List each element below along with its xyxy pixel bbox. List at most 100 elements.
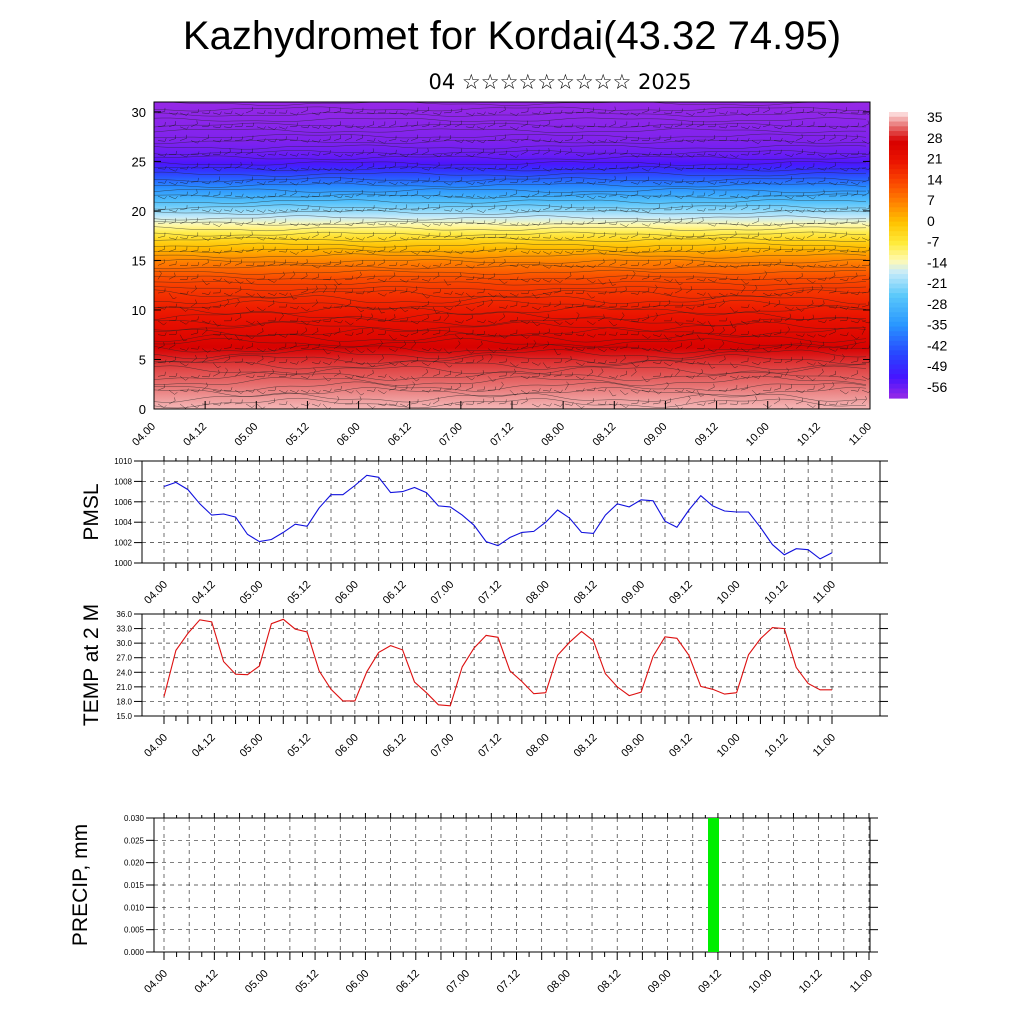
colorbar-label: 0: [927, 213, 935, 229]
colorbar-cell: [889, 140, 908, 146]
y-tick-label: 1006: [114, 498, 132, 507]
x-tick-label: 07.12: [476, 579, 504, 607]
colorbar-label: 28: [927, 130, 943, 146]
colorbar-cell: [889, 193, 908, 199]
y-tick-label: 27.0: [116, 654, 132, 663]
y-tick-label: 0.005: [124, 926, 145, 935]
y-tick-label: 36.0: [116, 610, 132, 619]
colorbar-label: -7: [927, 234, 940, 250]
colorbar: 35 28 21 14 7 0 -7 -14 -21 -28 -35 -42 -49 -56: [889, 109, 947, 399]
colorbar-cell: [889, 264, 908, 270]
heatmap-fill: [154, 102, 870, 409]
temp2m-panel: 36.0 33.0 30.0 27.0 24.0 21.0 18.0 15.0 04.00 04.…: [80, 604, 888, 760]
ticks: 36.0 33.0 30.0 27.0 24.0 21.0 18.0 15.0 04.00 04.…: [116, 609, 888, 760]
colorbar-cell: [889, 283, 908, 289]
colorbar-cell: [889, 207, 908, 213]
colorbar-label: 7: [927, 192, 935, 208]
y-tick-label: 24.0: [116, 668, 132, 677]
colorbar-label: -35: [927, 317, 947, 333]
grid: [142, 460, 880, 564]
y-tick-label: 0.025: [124, 836, 145, 845]
colorbar-cell: [889, 340, 908, 347]
x-tick-label: 07.12: [495, 968, 523, 996]
colorbar-label: 21: [927, 151, 943, 167]
panel-frame: [141, 613, 881, 717]
colorbar-cell: [889, 388, 908, 394]
x-tick-label: 07.12: [488, 421, 516, 449]
y-tick-label: 25: [132, 154, 146, 169]
temperature-cross-section: 0 5 10 15 20 25 30 04.00 04.12 05.00 05.12 06.00 06.…: [130, 101, 874, 449]
y-tick-label: 20: [132, 204, 146, 219]
x-tick-label: 04.12: [190, 579, 218, 607]
panel-frame: [141, 460, 881, 564]
ticks: 1010 1008 1006 1004 1002 1000 04.00 04.12 05.00 0…: [114, 456, 888, 607]
colorbar-cell: [889, 188, 908, 194]
x-tick-label: 04.00: [130, 421, 158, 449]
colorbar-label: -49: [927, 358, 947, 374]
colorbar-cell: [889, 226, 908, 232]
colorbar-label: -21: [927, 275, 947, 291]
y-tick-label: 0: [139, 402, 146, 417]
x-tick-label: 08.12: [572, 579, 600, 607]
colorbar-cell: [889, 164, 908, 170]
y-tick-label: 21.0: [116, 683, 132, 692]
y-tick-label: 1004: [114, 518, 132, 527]
colorbar-cell: [889, 116, 908, 123]
x-tick-label: 10.12: [797, 968, 825, 996]
colorbar-cell: [889, 178, 908, 185]
colorbar-cell: [889, 259, 908, 266]
precip-bar: [708, 818, 719, 952]
y-tick-label: 18.0: [116, 697, 132, 706]
colorbar-cell: [889, 269, 908, 275]
x-tick-label: 04.12: [190, 732, 218, 760]
colorbar-cell: [889, 173, 908, 180]
colorbar-cell: [889, 159, 908, 166]
x-tick-label: 05.00: [238, 732, 266, 760]
colorbar-cell: [889, 293, 908, 299]
y-tick-label: 0.000: [124, 948, 145, 957]
x-tick-label: 04.12: [193, 968, 221, 996]
colorbar-cell: [889, 288, 908, 294]
x-tick-label: 07.00: [437, 421, 465, 449]
colorbar-cell: [889, 202, 908, 208]
colorbar-cell: [889, 212, 908, 218]
y-tick-label: 30: [132, 105, 146, 120]
colorbar-cell: [889, 231, 908, 237]
x-tick-label: 07.00: [444, 968, 472, 996]
colorbar-cell: [889, 135, 908, 142]
colorbar-cell: [889, 316, 908, 323]
x-tick-label: 11.00: [848, 968, 875, 995]
colorbar-cell: [889, 359, 908, 366]
pmsl-panel: 1010 1008 1006 1004 1002 1000 04.00 04.12 05.00 0…: [80, 456, 888, 607]
x-tick-label: 08.12: [595, 968, 623, 996]
colorbar-cell: [889, 307, 908, 313]
x-tick-label: 10.00: [744, 421, 772, 449]
x-tick-label: 10.12: [762, 732, 790, 760]
colorbar-label: -42: [927, 337, 947, 353]
x-tick-label: 04.00: [142, 579, 170, 607]
isotherm-lines: [154, 102, 867, 409]
colorbar-cell: [889, 369, 908, 375]
y-tick-label: 1002: [114, 539, 132, 548]
colorbar-cell: [889, 121, 908, 127]
x-tick-label: 10.00: [746, 968, 774, 996]
x-tick-label: 05.12: [284, 421, 312, 449]
x-tick-label: 09.12: [696, 968, 724, 996]
colorbar-cell: [889, 326, 908, 332]
x-tick-label: 05.00: [232, 421, 260, 449]
x-tick-label: 08.00: [524, 732, 552, 760]
x-tick-label: 04.12: [181, 421, 209, 449]
x-tick-label: 05.12: [285, 732, 313, 760]
y-tick-label: 1010: [114, 457, 132, 466]
x-tick-label: 08.00: [539, 421, 567, 449]
x-tick-label: 09.12: [667, 732, 695, 760]
y-tick-label: 0.030: [124, 814, 145, 823]
colorbar-cell: [889, 255, 908, 261]
colorbar-cell: [889, 245, 908, 251]
x-tick-label: 07.00: [428, 732, 456, 760]
x-tick-label: 09.00: [646, 968, 674, 996]
colorbar-cell: [889, 131, 908, 137]
x-tick-label: 06.12: [381, 732, 409, 760]
colorbar-cell: [889, 126, 908, 132]
